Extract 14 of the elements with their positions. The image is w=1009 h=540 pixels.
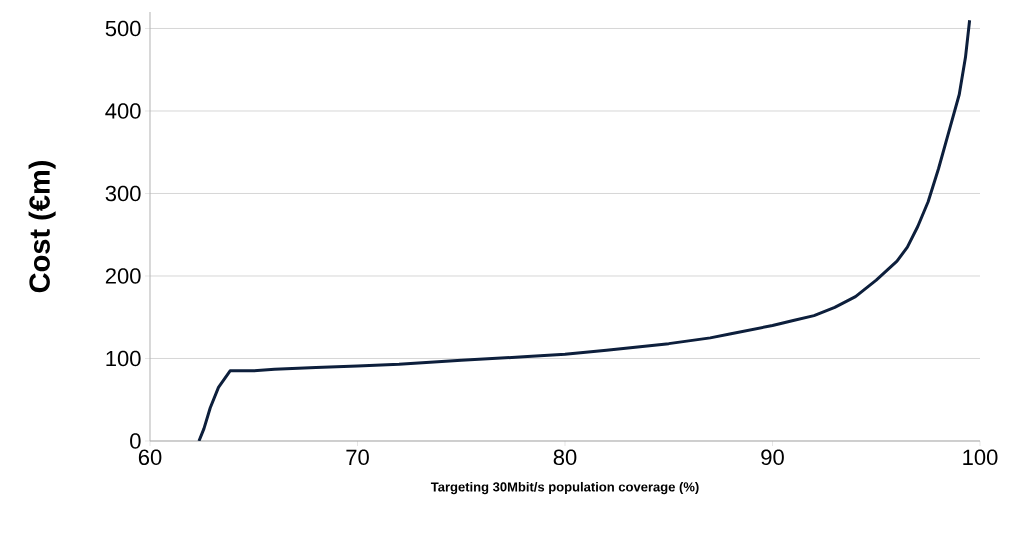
y-tick-label: 0 — [130, 433, 141, 449]
y-tick-label: 500 — [105, 20, 141, 37]
y-tick-label: 100 — [106, 350, 141, 367]
x-tick-label: 60 — [138, 449, 162, 466]
y-axis-title: Cost (€m) — [28, 161, 56, 293]
x-tick-label: 80 — [553, 449, 577, 466]
x-axis-title: Targeting 30Mbit/s population coverage (%) — [430, 481, 699, 495]
x-tick-label: 70 — [346, 449, 369, 466]
x-tick-label: 100 — [963, 449, 998, 466]
y-tick-label: 300 — [105, 185, 141, 202]
y-tick-label: 400 — [105, 103, 141, 119]
line-series — [197, 18, 972, 441]
y-tick-label: 200 — [105, 268, 141, 284]
x-tick-label: 90 — [761, 449, 784, 466]
